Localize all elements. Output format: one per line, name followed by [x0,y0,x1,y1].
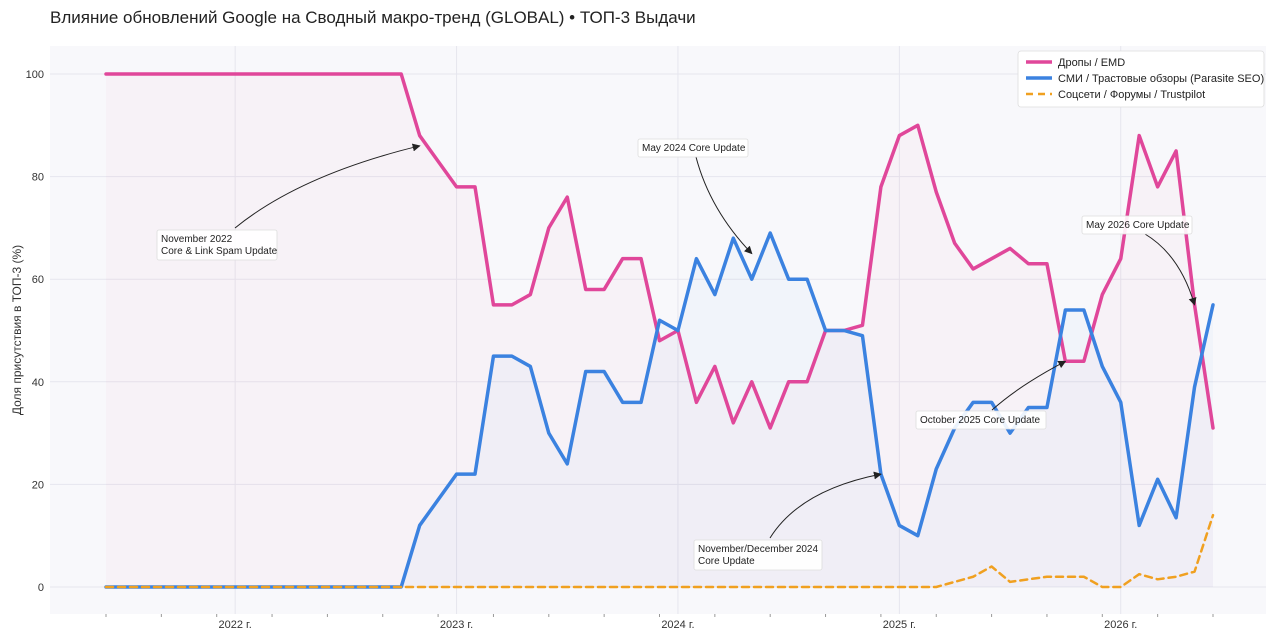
series-line-2 [104,513,1215,589]
annotation-box [915,410,1047,430]
y-tick-label: 80 [32,172,44,184]
y-tick-label: 60 [32,274,44,286]
legend-label: Дропы / EMD [1058,57,1125,69]
annotation-label: May 2026 Core Update [1086,220,1190,231]
annotation-arrow [1144,233,1197,306]
annotation-label: November 2022 [161,234,233,245]
annotation-arrow [234,143,421,229]
x-tick-label: 2022 г. [219,619,252,631]
legend-label: Соцсети / Форумы / Trustpilot [1058,89,1205,101]
y-tick-label: 40 [32,377,44,389]
annotation-label: May 2024 Core Update [642,143,746,154]
y-tick-label: 100 [26,69,44,81]
annotation-box [637,138,749,158]
y-tick-label: 20 [32,479,44,491]
y-tick-label: 0 [38,582,44,594]
annotation-arrow [991,360,1067,411]
y-axis-label: Доля присутствия в ТОП-3 (%) [10,245,24,415]
annotation-label: October 2025 Core Update [920,415,1041,426]
x-tick-label: 2023 г. [440,619,473,631]
annotation-box [156,229,278,261]
x-tick-label: 2024 г. [661,619,694,631]
legend-box [1017,50,1265,108]
annotation-label: November/December 2024 [698,544,818,555]
annotation-box [693,539,823,571]
annotation-box [1081,215,1193,235]
chart-title: Влияние обновлений Google на Сводный мак… [50,8,696,27]
legend: Дропы / EMD СМИ / Трастовые обзоры (Paras… [1017,50,1265,108]
annotation-arrow [769,471,882,539]
x-tick-label: 2026 г. [1104,619,1137,631]
annotation-label: Core Update [698,556,755,567]
x-tick-label: 2025 г. [883,619,916,631]
legend-label: СМИ / Трастовые обзоры (Parasite SEO) [1058,73,1264,85]
annotation-arrow [695,156,753,255]
annotation-label: Core & Link Spam Update [161,246,278,257]
series-line-0 [104,72,1215,430]
